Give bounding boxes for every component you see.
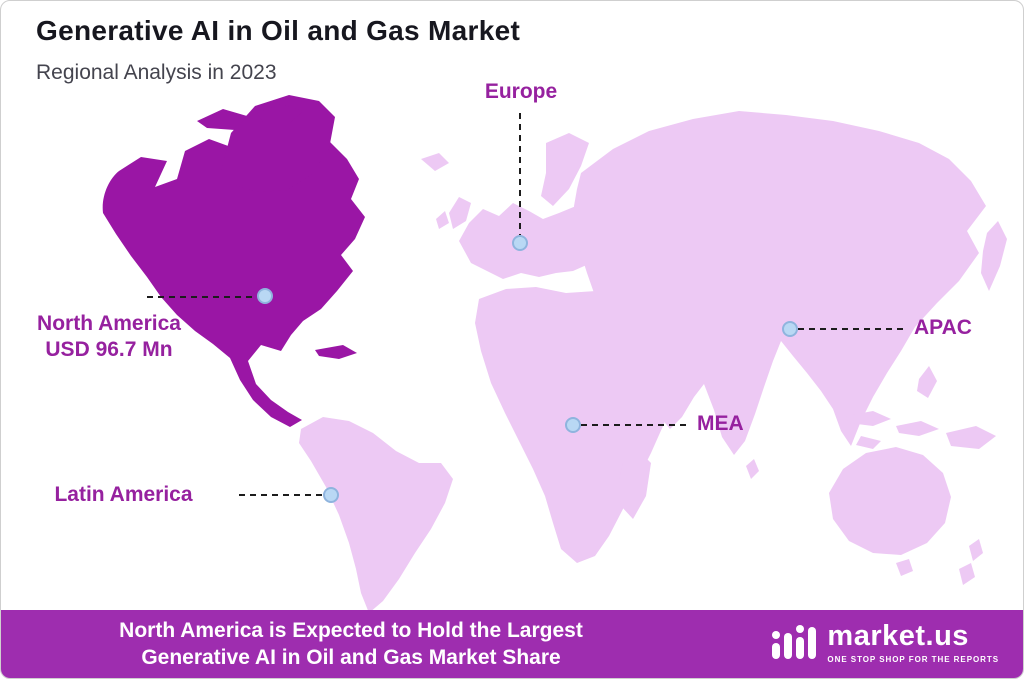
scandinavia-region	[541, 133, 589, 206]
footer-banner: North America is Expected to Hold the La…	[1, 610, 1023, 678]
apac-marker	[782, 321, 798, 337]
south-america-region	[299, 417, 453, 612]
philippines-islands	[917, 366, 937, 398]
apac-label: APAC	[914, 316, 972, 339]
europe-marker	[512, 235, 528, 251]
marketus-logo-icon	[772, 625, 817, 659]
footer-headline-line1: North America is Expected to Hold the La…	[119, 618, 583, 642]
arctic-islands	[197, 109, 247, 130]
north-america-label-text: North America	[37, 312, 181, 335]
new-zealand-north	[969, 539, 983, 561]
europe-label: Europe	[484, 80, 558, 103]
marketus-logo: market.us ONE STOP SHOP FOR THE REPORTS	[771, 622, 999, 664]
arctic-islands-2	[257, 104, 303, 124]
marketus-tagline: ONE STOP SHOP FOR THE REPORTS	[827, 655, 999, 664]
footer-headline-line2: Generative AI in Oil and Gas Market Shar…	[141, 646, 561, 669]
indonesia-islands-2	[896, 421, 939, 436]
north-america-label: North America USD 96.7 Mn	[9, 311, 209, 362]
mea-label: MEA	[697, 412, 744, 435]
page-title: Generative AI in Oil and Gas Market	[36, 15, 521, 46]
footer-headline: North America is Expected to Hold the La…	[31, 617, 671, 672]
ireland-island	[436, 211, 449, 229]
japan-islands	[981, 221, 1007, 291]
new-guinea-island	[946, 426, 996, 449]
asia-region	[574, 111, 986, 455]
north-america-region	[102, 131, 366, 427]
marketus-logo-text: market.us ONE STOP SHOP FOR THE REPORTS	[827, 620, 999, 665]
mea-marker	[565, 417, 581, 433]
world-map	[102, 95, 1007, 612]
indonesia-islands	[846, 411, 891, 426]
page-subtitle: Regional Analysis in 2023	[36, 61, 277, 84]
sri-lanka-island	[746, 459, 759, 479]
indonesia-islands-3	[856, 436, 881, 449]
iceland-island	[421, 153, 449, 171]
madagascar-island	[619, 451, 651, 519]
latin-america-label: Latin America	[54, 483, 193, 506]
cuba-island	[315, 345, 357, 359]
greenland-region	[221, 95, 335, 192]
north-america-value: USD 96.7 Mn	[45, 337, 173, 361]
tasmania-island	[896, 559, 913, 576]
marketus-brand: market.us	[827, 620, 969, 652]
latin-america-marker	[323, 487, 339, 503]
north-america-marker	[257, 288, 273, 304]
australia-region	[829, 447, 951, 555]
british-isles	[449, 197, 471, 229]
new-zealand-south	[959, 563, 975, 585]
